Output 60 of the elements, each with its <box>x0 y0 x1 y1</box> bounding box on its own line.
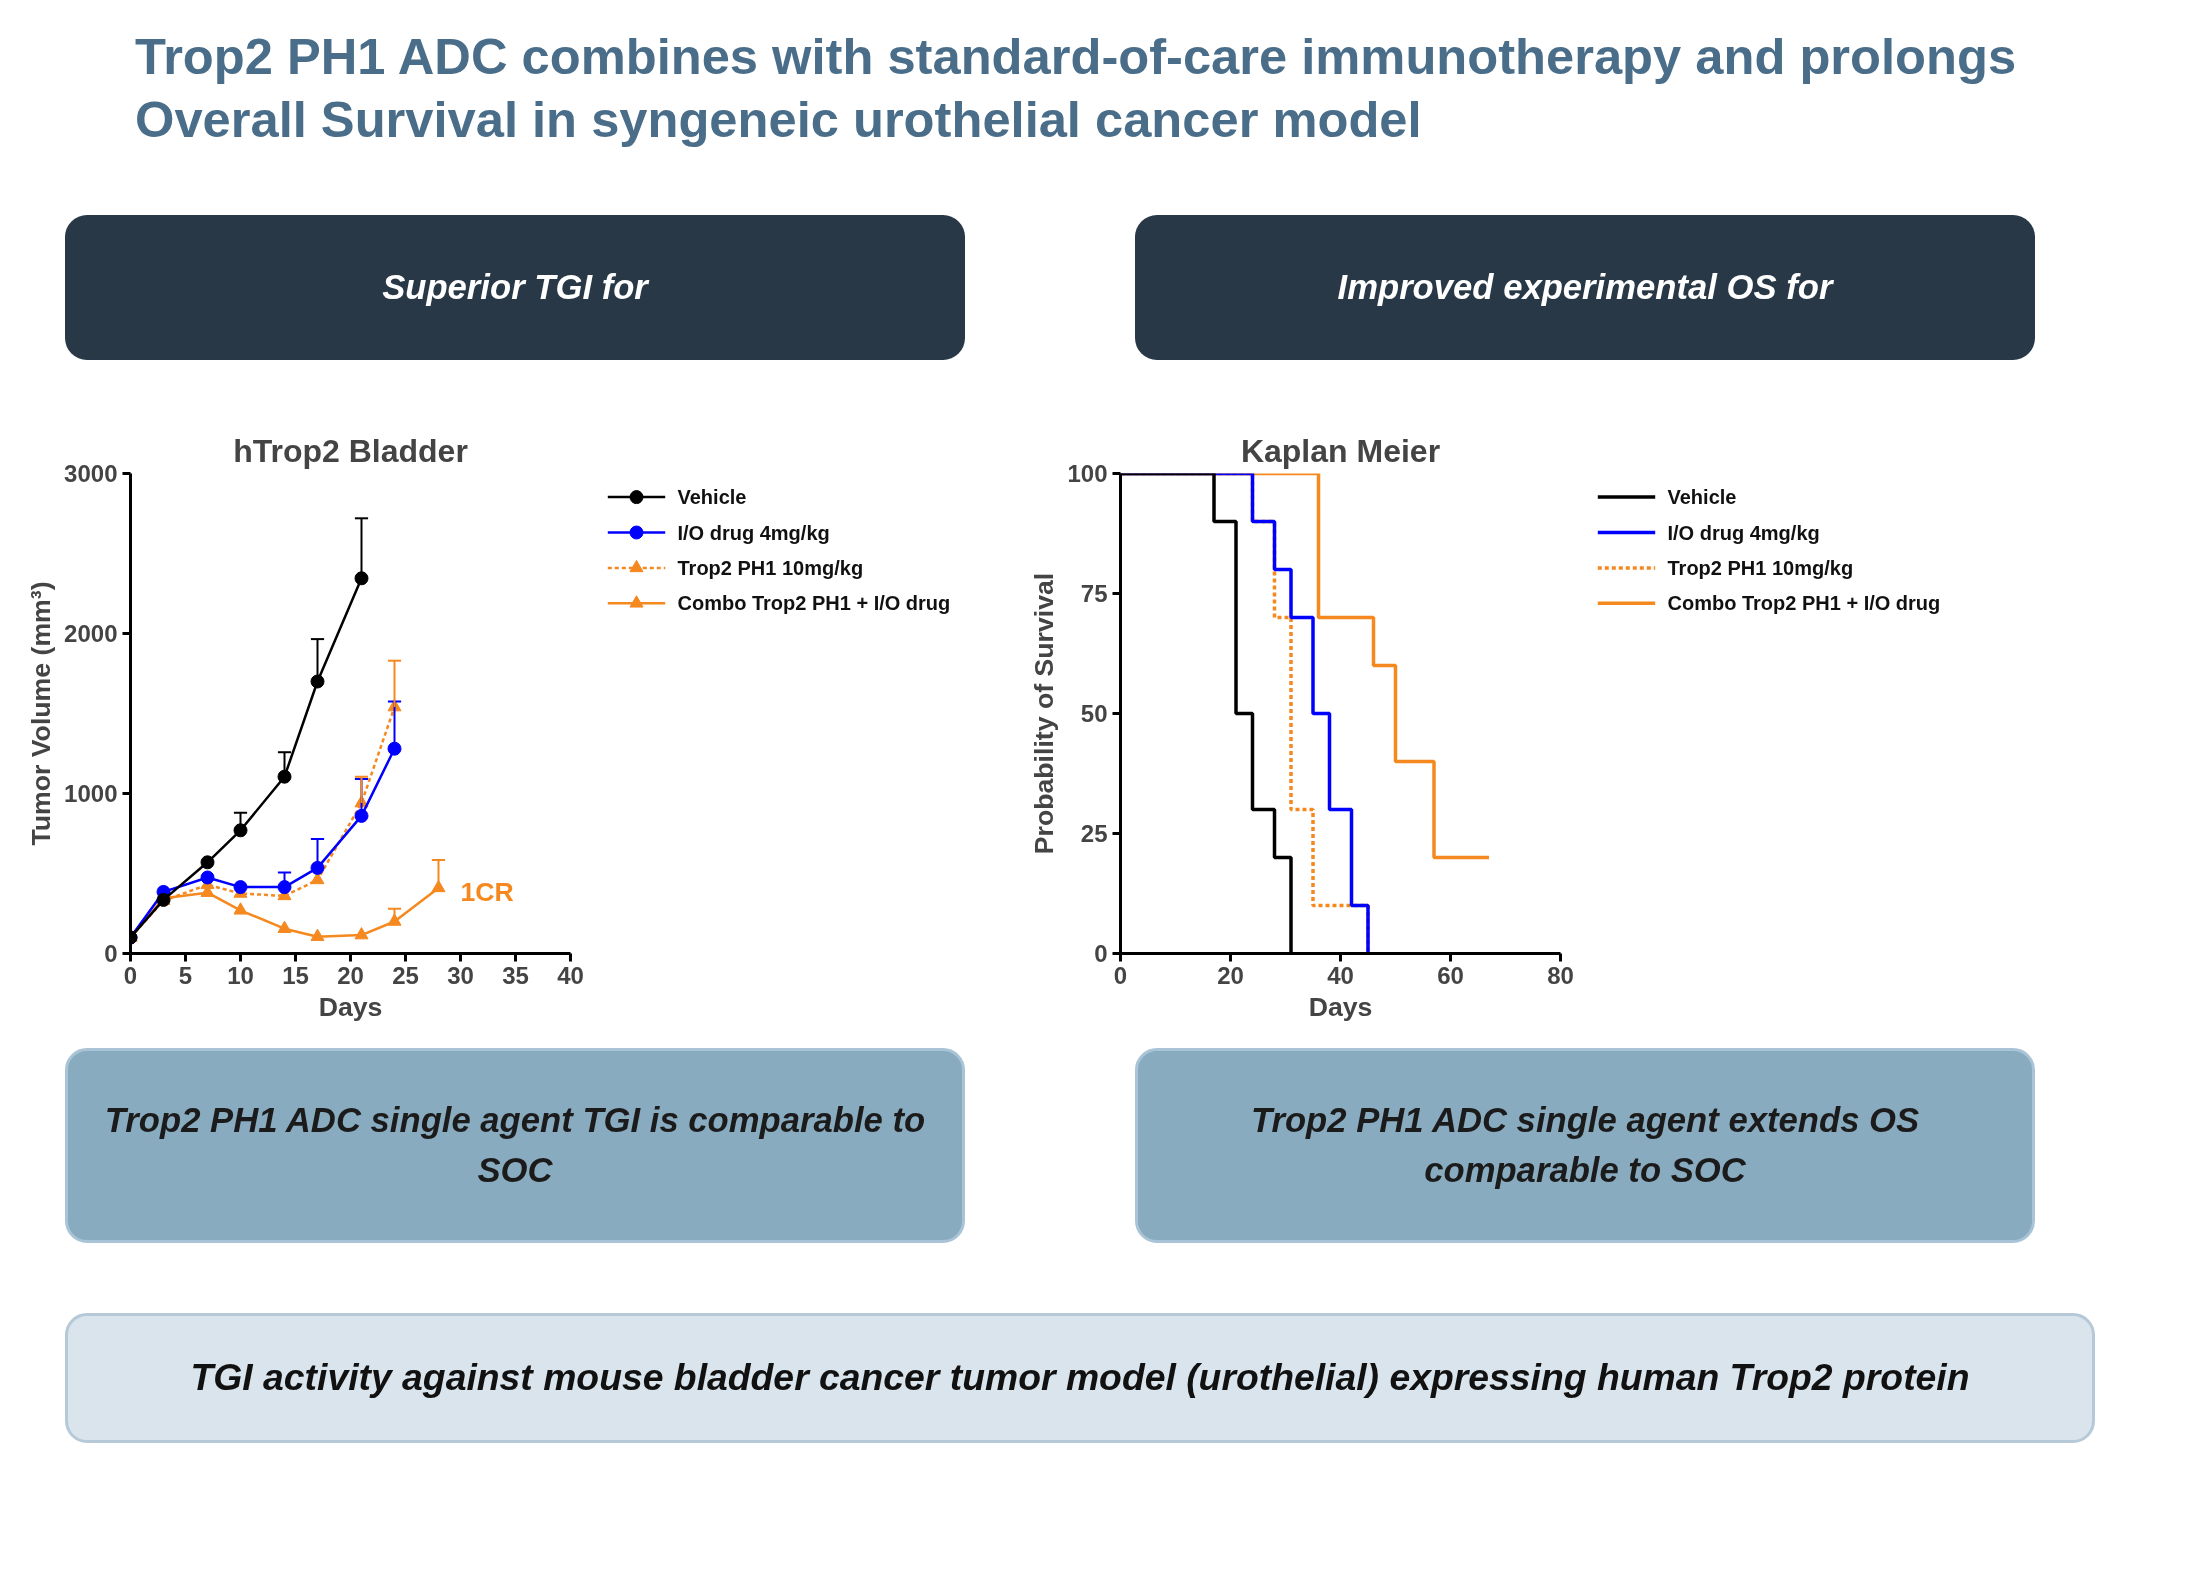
x-tick-label: 40 <box>557 961 584 989</box>
x-tick-label: 80 <box>1547 961 1574 989</box>
chart-title: hTrop2 Bladder <box>233 432 468 469</box>
point <box>387 741 402 756</box>
point <box>354 927 369 940</box>
x-tick-label: 0 <box>123 961 138 989</box>
y-tick-label: 2000 <box>64 620 118 647</box>
y-tick-label: 25 <box>1080 820 1108 847</box>
point <box>354 571 369 586</box>
text: Trop2 PH1 ADC combines with standard-of-care immunotherapy and prolongs Overall Survival in syngeneic urothelial cancer model <box>135 27 2018 151</box>
y-tick-label: 50 <box>1080 700 1108 727</box>
legend-label: Trop2 PH1 10mg/kg <box>1667 556 1854 579</box>
point <box>310 674 325 689</box>
y-axis-title: Tumor Volume (mm³) <box>26 581 57 846</box>
legend-label: Combo Trop2 PH1 + I/O drug <box>1667 592 1941 615</box>
x-axis-title: Days <box>318 991 383 1022</box>
point <box>354 808 369 823</box>
y-tick-label: 1000 <box>64 780 118 807</box>
legend-label: Trop2 PH1 10mg/kg <box>677 556 864 579</box>
annotation: 1CR <box>460 876 514 907</box>
y-tick-label: 75 <box>1080 580 1108 607</box>
point <box>310 928 325 941</box>
text: Trop2 PH1 ADC single agent TGI is comparable to SOC <box>103 1099 927 1191</box>
text: TGI activity against mouse bladder cancer tumor model (urothelial) expressing human Trop2 protein <box>190 1355 1970 1401</box>
text: Improved experimental OS for <box>1337 266 1833 308</box>
x-tick-label: 10 <box>227 961 254 989</box>
legend-label: Vehicle <box>1667 486 1737 509</box>
legend-label: Combo Trop2 PH1 + I/O drug <box>677 592 951 615</box>
point <box>310 860 325 875</box>
x-tick-label: 20 <box>1217 961 1244 989</box>
text: Superior TGI for <box>382 266 648 308</box>
x-tick-label: 0 <box>1113 961 1128 989</box>
x-tick-label: 35 <box>502 961 529 989</box>
point <box>387 913 402 926</box>
point <box>233 880 248 895</box>
y-tick-label: 0 <box>104 940 118 967</box>
y-tick-label: 0 <box>1094 940 1108 967</box>
point <box>200 855 215 870</box>
point <box>200 870 215 885</box>
x-axis-title: Days <box>1308 991 1373 1022</box>
point <box>233 823 248 838</box>
x-tick-label: 25 <box>392 961 419 989</box>
point <box>277 920 292 933</box>
legend-label: I/O drug 4mg/kg <box>677 521 830 544</box>
x-tick-label: 20 <box>337 961 364 989</box>
chart-title: Kaplan Meier <box>1240 432 1441 469</box>
legend-label: I/O drug 4mg/kg <box>1667 521 1820 544</box>
x-tick-label: 40 <box>1327 961 1354 989</box>
legend-label: Vehicle <box>677 486 747 509</box>
x-tick-label: 60 <box>1437 961 1464 989</box>
text: Trop2 PH1 ADC single agent extends OS comparable to SOC <box>1249 1099 1921 1191</box>
point <box>277 880 292 895</box>
point <box>233 902 248 915</box>
y-tick-label: 100 <box>1067 460 1108 487</box>
y-axis-title: Probability of Survival <box>1029 572 1060 855</box>
y-tick-label: 3000 <box>64 460 118 487</box>
point <box>277 769 292 784</box>
x-tick-label: 5 <box>178 961 193 989</box>
x-tick-label: 30 <box>447 961 474 989</box>
x-tick-label: 15 <box>282 961 309 989</box>
